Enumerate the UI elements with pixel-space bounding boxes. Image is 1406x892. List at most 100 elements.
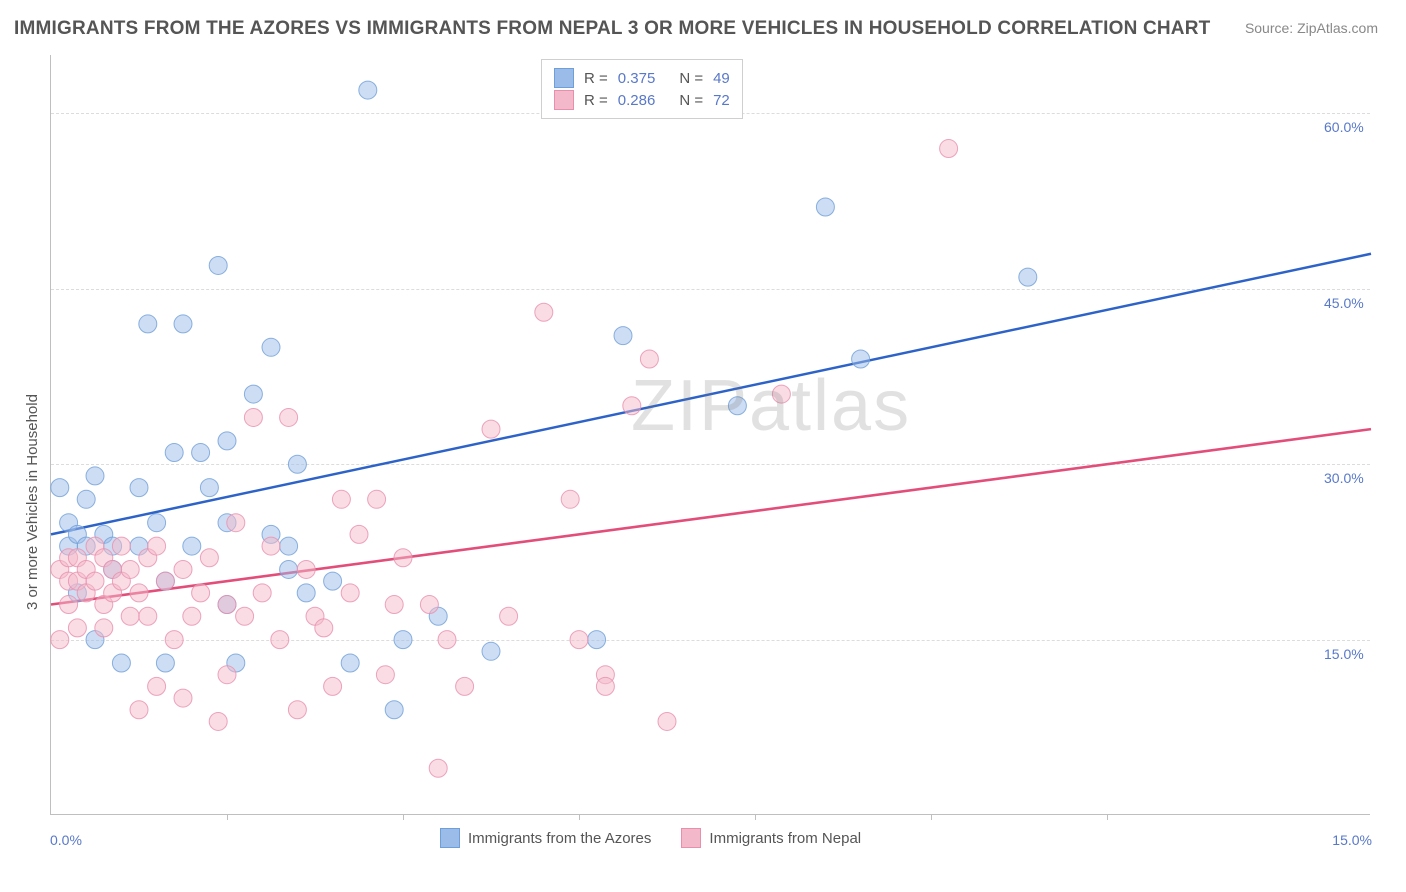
data-point <box>253 584 271 602</box>
data-point <box>200 479 218 497</box>
data-point <box>244 408 262 426</box>
legend-bottom-item-nepal: Immigrants from Nepal <box>681 828 861 848</box>
data-point <box>174 689 192 707</box>
data-point <box>271 631 289 649</box>
chart-title: IMMIGRANTS FROM THE AZORES VS IMMIGRANTS… <box>14 18 1210 40</box>
data-point <box>852 350 870 368</box>
x-tick <box>403 814 404 820</box>
data-point <box>200 549 218 567</box>
data-point <box>482 420 500 438</box>
r-value-1: 0.375 <box>618 70 656 87</box>
data-point <box>262 338 280 356</box>
legend-swatch-azores <box>554 68 574 88</box>
data-point <box>623 397 641 415</box>
data-point <box>244 385 262 403</box>
y-tick-label: 45.0% <box>1324 295 1364 311</box>
data-point <box>341 654 359 672</box>
data-point <box>121 560 139 578</box>
data-point <box>728 397 746 415</box>
data-point <box>535 303 553 321</box>
x-tick <box>755 814 756 820</box>
scatter-plot-svg <box>51 55 1370 814</box>
data-point <box>218 596 236 614</box>
data-point <box>280 537 298 555</box>
data-point <box>288 701 306 719</box>
n-value-1: 49 <box>713 70 730 87</box>
r-label-2: R = <box>584 92 608 109</box>
source-attribution: Source: ZipAtlas.com <box>1245 20 1378 36</box>
data-point <box>429 759 447 777</box>
legend-top-row-2: R = 0.286 N = 72 <box>554 90 730 110</box>
plot-area: ZIPatlas R = 0.375 N = 49 R = 0.286 N = … <box>50 55 1370 815</box>
legend-bottom-item-azores: Immigrants from the Azores <box>440 828 651 848</box>
data-point <box>165 444 183 462</box>
data-point <box>192 444 210 462</box>
x-tick <box>1107 814 1108 820</box>
data-point <box>658 712 676 730</box>
data-point <box>324 677 342 695</box>
data-point <box>482 642 500 660</box>
data-point <box>148 514 166 532</box>
data-point <box>209 256 227 274</box>
data-point <box>438 631 456 649</box>
data-point <box>130 701 148 719</box>
data-point <box>456 677 474 695</box>
data-point <box>816 198 834 216</box>
data-point <box>183 607 201 625</box>
legend-bottom-label-azores: Immigrants from the Azores <box>468 830 651 847</box>
data-point <box>121 607 139 625</box>
data-point <box>596 677 614 695</box>
data-point <box>174 315 192 333</box>
y-tick-label: 30.0% <box>1324 470 1364 486</box>
data-point <box>614 327 632 345</box>
data-point <box>68 619 86 637</box>
legend-top-row-1: R = 0.375 N = 49 <box>554 68 730 88</box>
data-point <box>148 677 166 695</box>
n-label-1: N = <box>679 70 703 87</box>
data-point <box>95 619 113 637</box>
data-point <box>130 479 148 497</box>
legend-bottom-swatch-nepal <box>681 828 701 848</box>
data-point <box>940 140 958 158</box>
data-point <box>368 490 386 508</box>
x-min-label: 0.0% <box>50 832 82 848</box>
data-point <box>341 584 359 602</box>
trend-line <box>51 429 1371 604</box>
data-point <box>588 631 606 649</box>
data-point <box>350 525 368 543</box>
n-label-2: N = <box>679 92 703 109</box>
data-point <box>570 631 588 649</box>
data-point <box>86 467 104 485</box>
x-tick <box>931 814 932 820</box>
data-point <box>183 537 201 555</box>
data-point <box>51 479 69 497</box>
data-point <box>332 490 350 508</box>
chart-container: IMMIGRANTS FROM THE AZORES VS IMMIGRANTS… <box>0 0 1406 892</box>
x-max-label: 15.0% <box>1332 832 1372 848</box>
data-point <box>139 607 157 625</box>
data-point <box>280 560 298 578</box>
x-tick <box>227 814 228 820</box>
legend-swatch-nepal <box>554 90 574 110</box>
data-point <box>385 596 403 614</box>
data-point <box>192 584 210 602</box>
legend-bottom-label-nepal: Immigrants from Nepal <box>709 830 861 847</box>
data-point <box>420 596 438 614</box>
legend-top: R = 0.375 N = 49 R = 0.286 N = 72 <box>541 59 743 119</box>
data-point <box>324 572 342 590</box>
legend-bottom: Immigrants from the Azores Immigrants fr… <box>440 828 861 848</box>
y-tick-label: 60.0% <box>1324 119 1364 135</box>
data-point <box>376 666 394 684</box>
data-point <box>297 584 315 602</box>
data-point <box>148 537 166 555</box>
data-point <box>218 666 236 684</box>
data-point <box>500 607 518 625</box>
data-point <box>394 549 412 567</box>
data-point <box>359 81 377 99</box>
data-point <box>209 712 227 730</box>
data-point <box>139 315 157 333</box>
data-point <box>561 490 579 508</box>
data-point <box>280 408 298 426</box>
data-point <box>60 596 78 614</box>
data-point <box>112 654 130 672</box>
